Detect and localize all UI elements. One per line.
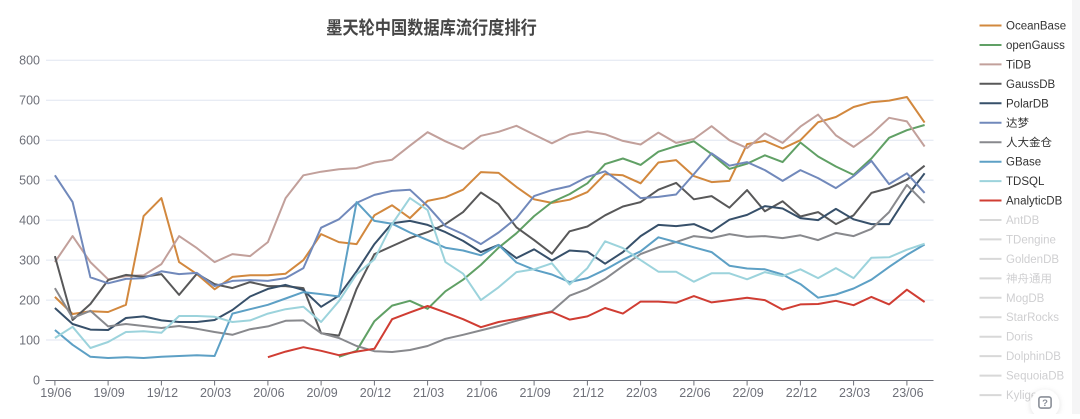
svg-text:19/09: 19/09	[93, 386, 124, 400]
svg-text:500: 500	[19, 173, 40, 187]
svg-text:22/12: 22/12	[786, 386, 817, 400]
svg-text:21/12: 21/12	[573, 386, 604, 400]
svg-text:AnalyticDB: AnalyticDB	[1006, 196, 1063, 208]
svg-text:20/09: 20/09	[306, 386, 337, 400]
svg-text:800: 800	[19, 54, 40, 68]
svg-text:19/12: 19/12	[147, 386, 178, 400]
svg-text:TiDB: TiDB	[1006, 59, 1031, 71]
svg-text:21/09: 21/09	[519, 386, 550, 400]
svg-text:0: 0	[33, 373, 40, 387]
svg-text:21/06: 21/06	[466, 386, 497, 400]
svg-text:TDengine: TDengine	[1006, 234, 1056, 246]
svg-text:22/09: 22/09	[732, 386, 763, 400]
svg-text:DolphinDB: DolphinDB	[1006, 351, 1061, 363]
svg-text:23/03: 23/03	[839, 386, 870, 400]
svg-text:AntDB: AntDB	[1006, 215, 1040, 227]
svg-text:22/06: 22/06	[679, 386, 710, 400]
svg-text:StarRocks: StarRocks	[1006, 312, 1059, 324]
svg-text:Doris: Doris	[1006, 332, 1033, 344]
svg-text:GBase: GBase	[1006, 157, 1041, 169]
svg-text:21/03: 21/03	[413, 386, 444, 400]
svg-text:400: 400	[19, 213, 40, 227]
svg-text:openGauss: openGauss	[1006, 40, 1065, 52]
svg-text:200: 200	[19, 293, 40, 307]
svg-text:20/03: 20/03	[200, 386, 231, 400]
svg-text:20/12: 20/12	[360, 386, 391, 400]
svg-text:OceanBase: OceanBase	[1006, 21, 1066, 33]
svg-text:GoldenDB: GoldenDB	[1006, 254, 1059, 266]
svg-text:700: 700	[19, 94, 40, 108]
svg-text:TDSQL: TDSQL	[1006, 176, 1045, 188]
svg-text:GaussDB: GaussDB	[1006, 79, 1056, 91]
svg-text:100: 100	[19, 333, 40, 347]
svg-text:PolarDB: PolarDB	[1006, 98, 1049, 110]
svg-text:?: ?	[1042, 398, 1048, 409]
svg-text:19/06: 19/06	[40, 386, 71, 400]
svg-text:600: 600	[19, 134, 40, 148]
svg-text:MogDB: MogDB	[1006, 293, 1045, 305]
svg-text:22/03: 22/03	[626, 386, 657, 400]
svg-text:SequoiaDB: SequoiaDB	[1006, 371, 1065, 383]
svg-text:20/06: 20/06	[253, 386, 284, 400]
svg-text:23/06: 23/06	[892, 386, 923, 400]
svg-text:300: 300	[19, 253, 40, 267]
